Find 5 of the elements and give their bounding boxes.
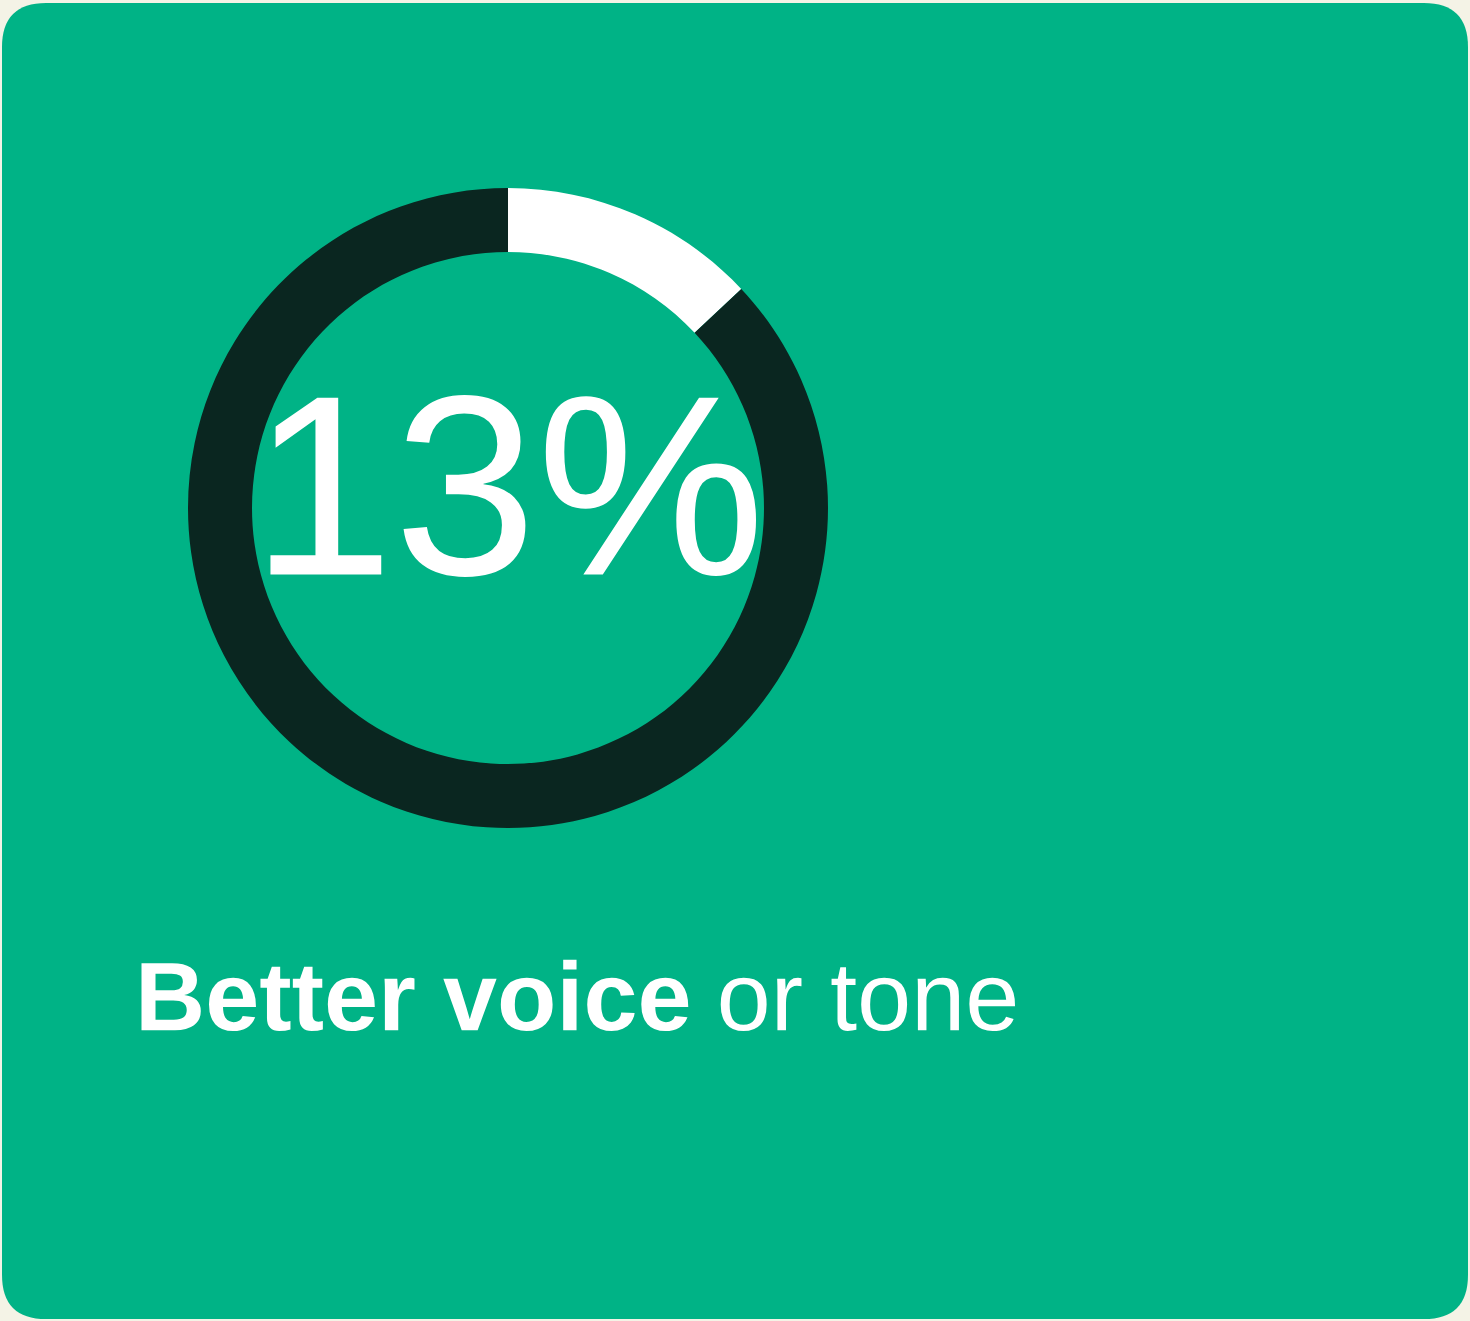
data-label: 13% xyxy=(270,395,756,577)
text: or tone xyxy=(720,967,1015,1032)
text: Better voice xyxy=(141,959,689,1032)
donut-slice xyxy=(188,188,828,828)
donut-slice xyxy=(508,188,742,333)
